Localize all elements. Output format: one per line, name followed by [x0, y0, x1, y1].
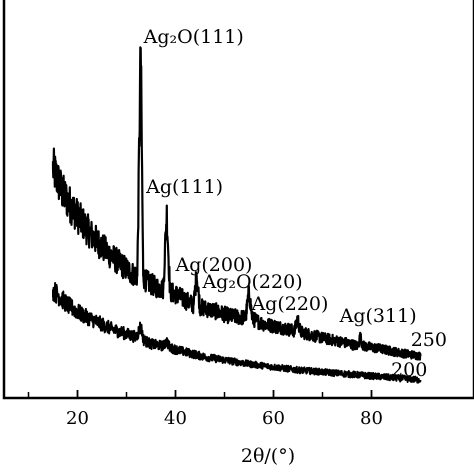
annotation-7: 200: [391, 359, 427, 381]
chart-marks: 20 40 60 80 Ag₂O(111) Ag(111) Ag(200)Ag₂O(220)…: [27, 26, 447, 429]
annotation-6: 250: [411, 329, 447, 351]
annotation-1: Ag(111): [145, 176, 223, 198]
x-tick-label-80: 80: [360, 408, 383, 429]
x-tick-label-60: 60: [262, 408, 285, 429]
x-tick-label-40: 40: [164, 408, 187, 429]
annotation-4: Ag(220): [250, 293, 328, 315]
annotation-2: Ag(200): [175, 254, 253, 276]
plot-frame: [2, 0, 474, 400]
x-tick-label-20: 20: [66, 408, 89, 429]
annotation-3: Ag₂O(220): [201, 271, 302, 293]
annotation-0: Ag₂O(111): [143, 26, 244, 48]
annotation-5: Ag(311): [339, 305, 417, 327]
series-line-250: [51, 46, 422, 361]
series-line-200: [52, 282, 422, 384]
x-axis-label: 2θ/(°): [241, 445, 295, 467]
